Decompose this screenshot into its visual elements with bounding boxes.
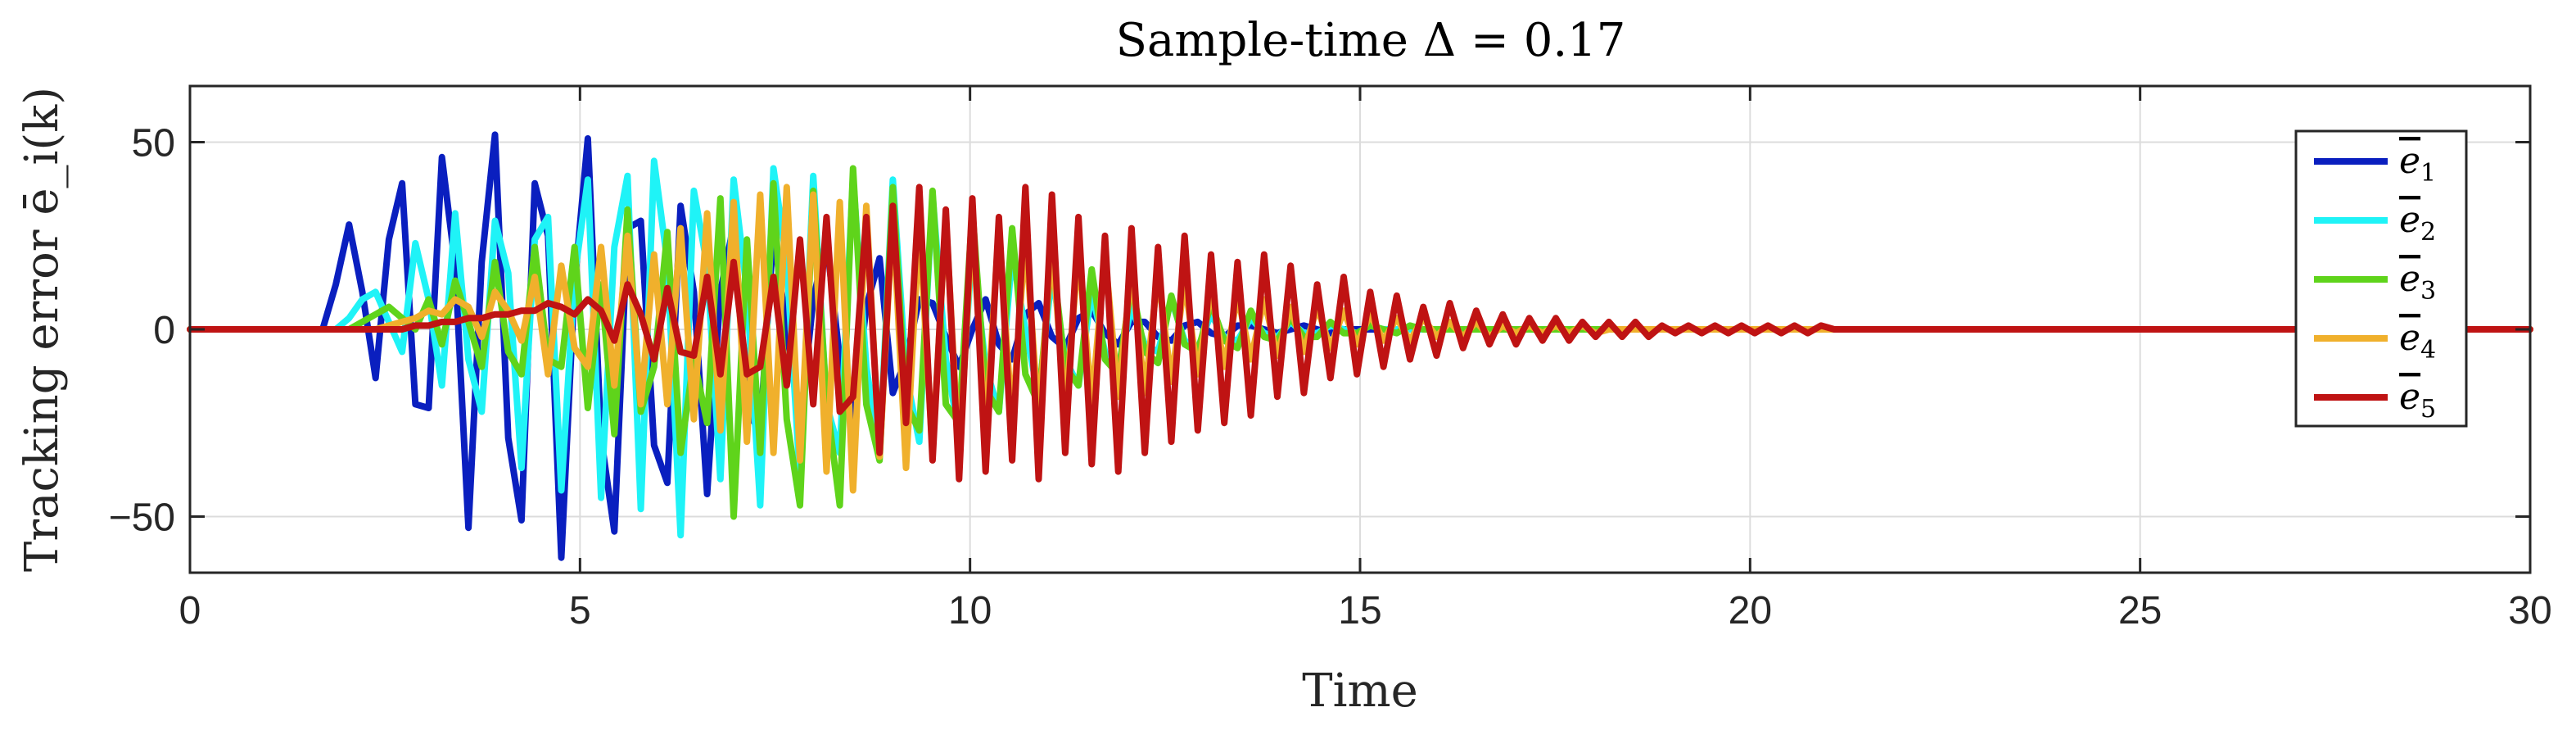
legend-label-4: e4 <box>2399 317 2436 365</box>
y-tick-label: 50 <box>132 122 175 165</box>
x-tick-label: 30 <box>2508 589 2551 633</box>
legend-label-1: e1 <box>2399 140 2436 188</box>
series-line-5 <box>187 184 2533 483</box>
x-tick-label: 15 <box>1338 589 1381 633</box>
x-tick-label: 25 <box>2118 589 2162 633</box>
y-axis-ticks: −50 0 50 <box>109 122 2530 539</box>
x-axis-label: Time <box>1302 664 1418 718</box>
x-tick-label: 0 <box>179 589 201 633</box>
y-axis-label: Tracking error ē_i(k) <box>16 87 69 572</box>
legend-label-2: e2 <box>2399 199 2436 247</box>
chart-title: Sample-time Δ = 0.17 <box>1116 14 1626 67</box>
legend: e1 e2 e3 e4 e5 <box>2294 129 2468 428</box>
y-tick-label: 0 <box>153 309 175 352</box>
y-tick-label: −50 <box>109 496 175 539</box>
x-tick-label: 10 <box>948 589 992 633</box>
legend-label-5: e5 <box>2399 376 2436 424</box>
legend-label-3: e3 <box>2399 258 2436 306</box>
x-axis-ticks: 0 5 10 15 20 25 30 <box>179 86 2552 633</box>
x-tick-label: 20 <box>1729 589 1772 633</box>
x-tick-label: 5 <box>569 589 591 633</box>
series-lines <box>187 131 2533 561</box>
